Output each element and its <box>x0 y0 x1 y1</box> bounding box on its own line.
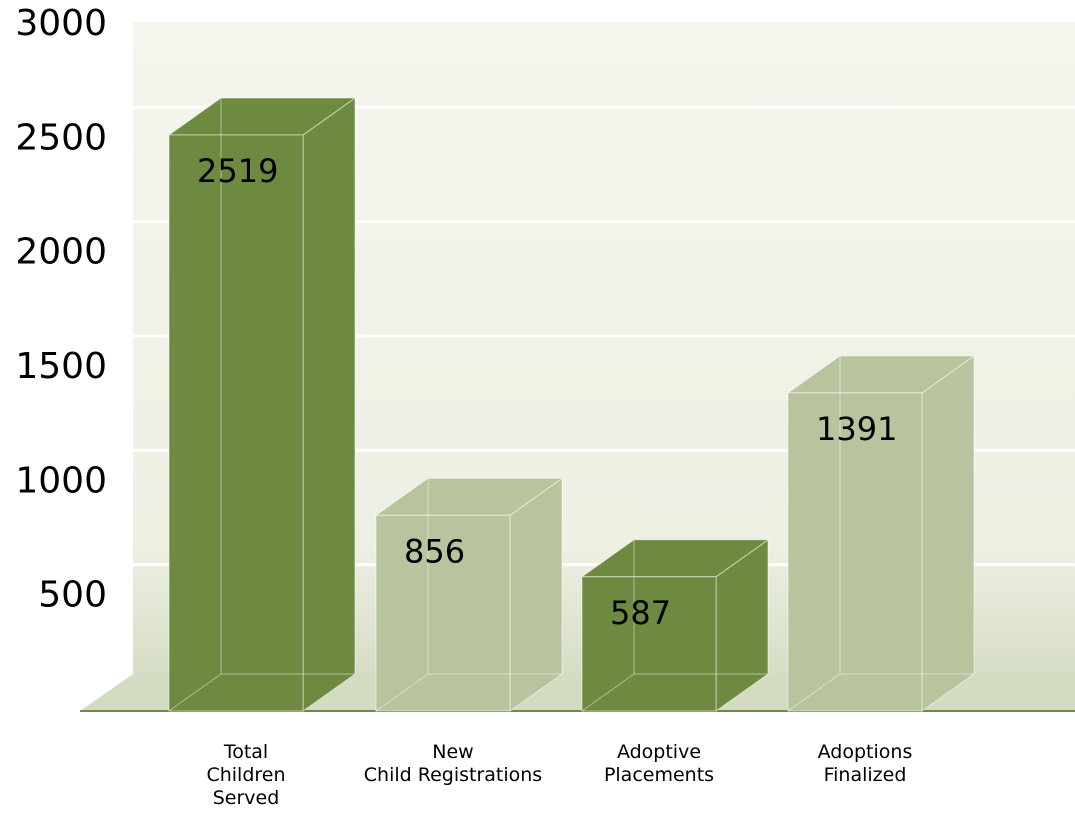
y-tick-label: 2500 <box>15 117 107 158</box>
bar <box>168 134 304 712</box>
x-tick-label: New Child Registrations <box>364 741 542 786</box>
x-tick-label: Adoptive Placements <box>604 741 714 786</box>
bar-edge <box>375 673 429 712</box>
bar-side <box>509 477 563 712</box>
y-tick-label: 500 <box>38 575 107 616</box>
value-label: 856 <box>404 532 465 570</box>
y-tick-label: 1000 <box>15 460 107 501</box>
value-label: 587 <box>610 594 671 632</box>
y-tick-label: 1500 <box>15 346 107 387</box>
x-tick-label: Total Children Served <box>206 741 285 809</box>
y-tick-label: 3000 <box>15 3 107 44</box>
value-label: 2519 <box>197 152 278 190</box>
bar <box>375 514 511 712</box>
bar-edge <box>168 673 222 712</box>
bar-side <box>921 354 975 712</box>
x-tick-label: Adoptions Finalized <box>818 741 913 786</box>
bar-edge <box>581 673 635 712</box>
bar <box>787 392 923 712</box>
bar <box>581 576 717 712</box>
bar-edge <box>787 673 841 712</box>
value-label: 1391 <box>816 410 897 448</box>
y-tick-label: 2000 <box>15 232 107 273</box>
bar-side <box>302 97 356 712</box>
